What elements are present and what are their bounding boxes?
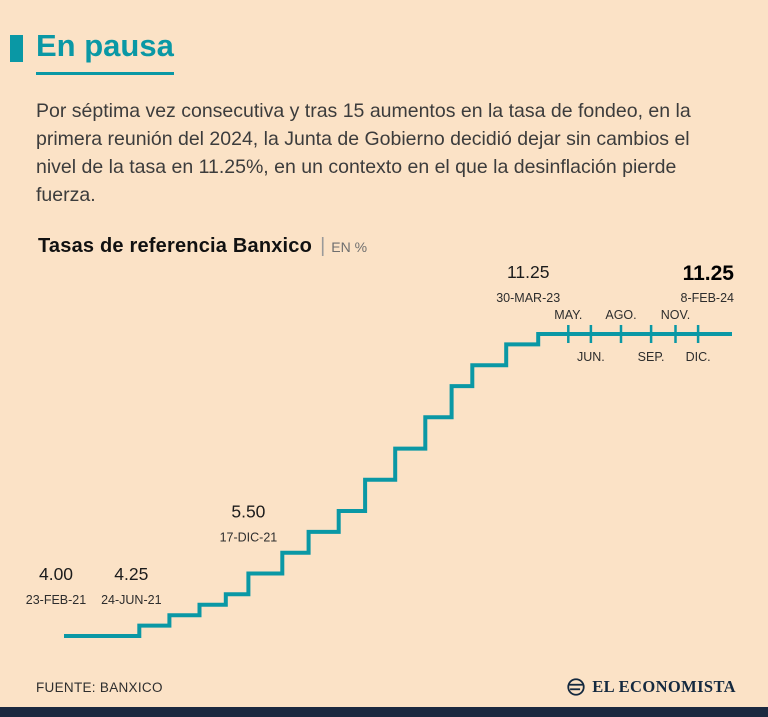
chart-unit-label: EN %	[331, 238, 368, 255]
annotation-date: 17-DIC-21	[220, 530, 278, 544]
annotation-value: 11.25	[507, 262, 550, 282]
annotation-date: 30-MAR-23	[496, 291, 560, 305]
hold-tick-label: DIC.	[686, 350, 711, 364]
chart-title-text: Tasas de referencia Banxico	[38, 234, 313, 257]
footer: FUENTE: BANXICO EL ECONOMISTA	[36, 677, 736, 697]
intro-text: Por séptima vez consecutiva y tras 15 au…	[36, 99, 691, 206]
title-accent-bar	[10, 35, 23, 62]
annotation-value: 5.50	[231, 501, 265, 521]
page-title: En pausa	[36, 29, 174, 75]
annotation-value: 4.25	[114, 564, 148, 584]
annotation-date: 23-FEB-21	[26, 593, 86, 607]
annotation-value: 4.00	[39, 564, 73, 584]
bottom-bar	[0, 707, 768, 717]
rate-step-chart: MAY. JUN. AGO. SEP. NOV. DIC. 4.00 23-FEB-21 4.2…	[26, 262, 735, 638]
rate-step-line	[64, 331, 732, 638]
hold-tick-label: NOV.	[661, 308, 690, 322]
el-economista-logo-icon	[567, 678, 585, 696]
hold-tick-label: SEP.	[638, 350, 665, 364]
header: En pausa	[0, 0, 768, 75]
hold-tick-label: MAY.	[554, 308, 582, 322]
brand-name: EL ECONOMISTA	[592, 677, 736, 696]
hold-tick-label: JUN.	[577, 350, 605, 364]
annotation-date: 24-JUN-21	[101, 593, 161, 607]
source-label: FUENTE: BANXICO	[36, 679, 163, 695]
chart-title-separator: |	[320, 234, 326, 257]
annotation-date: 8-FEB-24	[681, 291, 735, 305]
brand: EL ECONOMISTA	[566, 677, 736, 697]
chart-title: Tasas de referencia Banxico | EN %	[38, 235, 732, 258]
annotation-value: 11.25	[683, 262, 735, 285]
hold-tick-label: AGO.	[605, 308, 636, 322]
